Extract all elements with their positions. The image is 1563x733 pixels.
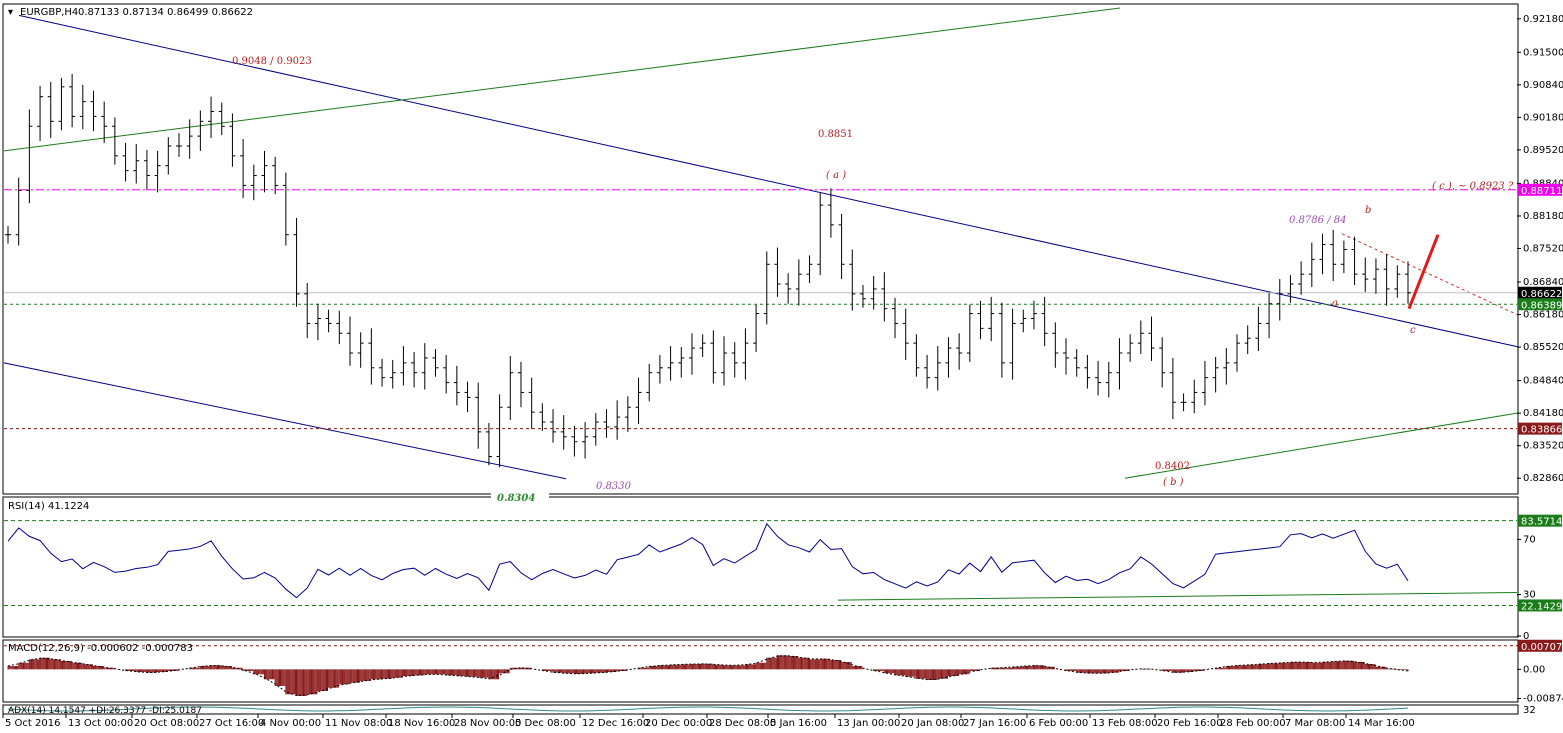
price-tick-label: 0.83520	[1523, 441, 1563, 452]
price-tick-label: 0.88180	[1523, 211, 1563, 222]
macd-tick-label: -0.008744	[1523, 693, 1563, 704]
time-tick-label: 28 Dec 08:00	[709, 718, 776, 729]
annotation-08304-bg	[491, 489, 549, 505]
rsi-trendline	[837, 592, 1518, 601]
projection-arrow	[1407, 234, 1440, 310]
annotation-wave-a: ( a )	[826, 170, 846, 181]
rsi-pane	[2, 496, 1519, 638]
adx-title: ADX(14) 14.1547 +DI:26.3377 -DI:25.0187	[8, 706, 202, 716]
macd-level-badge	[1518, 639, 1562, 652]
annotation-08304: 0.8304	[497, 493, 535, 504]
annotation-08330: 0.8330	[596, 481, 632, 492]
annotation-08402: 0.8402	[1155, 461, 1190, 472]
time-tick-label: 27 Jan 16:00	[963, 718, 1026, 729]
annotation-08851: 0.8851	[818, 129, 853, 140]
adx-tick-label: 32	[1523, 705, 1536, 716]
dropdown-arrow-icon[interactable]: ▾	[8, 7, 13, 18]
macd-plot	[4, 645, 1517, 697]
price-tick-label: 0.91500	[1523, 47, 1563, 58]
time-tick-label: 13 Jan 00:00	[837, 718, 900, 729]
annotation-b: b	[1365, 205, 1371, 216]
price-tick-label: 0.86180	[1523, 310, 1563, 321]
time-tick-label: 11 Nov 08:00	[325, 718, 392, 729]
time-tick-label: 27 Oct 16:00	[199, 718, 264, 729]
time-tick-label: 6 Feb 00:00	[1029, 718, 1088, 729]
price-tick-label: 0.82860	[1523, 473, 1563, 484]
level-price-label: 0.83866	[1521, 425, 1562, 436]
annotation-08786: 0.8786 / 84	[1289, 215, 1346, 226]
macd-tick-label: 0.00	[1523, 664, 1545, 675]
time-tick-label: 5 Jan 16:00	[770, 718, 827, 729]
axes: 0.921800.915000.908400.901800.895200.888…	[2, 14, 1563, 729]
price-tick-label: 0.90840	[1523, 80, 1563, 91]
green-channel-lower	[1124, 412, 1518, 479]
rsi-level-badge	[1518, 599, 1562, 612]
annotation-a-small: a	[1332, 298, 1338, 309]
red-dashed-trendline	[1341, 233, 1518, 316]
rsi-level-badge	[1518, 514, 1562, 527]
annotation-wave-b: ( b )	[1163, 477, 1184, 488]
price-plot	[3, 7, 1518, 480]
rsi-tick-label: 30	[1523, 590, 1536, 601]
level-price-label: 0.86622	[1521, 289, 1562, 300]
time-tick-label: 20 Oct 08:00	[134, 718, 199, 729]
macd-signal-line	[7, 655, 1409, 697]
level-price-label: 0.86389	[1521, 300, 1562, 311]
price-tick-label: 0.86840	[1523, 277, 1563, 288]
level-price-badge	[1518, 183, 1562, 196]
time-tick-label: 28 Nov 00:00	[454, 718, 521, 729]
blue-channel-upper	[18, 14, 1518, 348]
blue-channel-lower	[3, 362, 567, 480]
time-tick-label: 5 Oct 2016	[5, 718, 60, 729]
time-tick-label: 13 Feb 08:00	[1092, 718, 1158, 729]
rsi-tick-label: 0	[1523, 631, 1529, 642]
time-tick-label: 20 Feb 16:00	[1157, 718, 1223, 729]
level-price-badge	[1518, 298, 1562, 311]
price-tick-label: 0.84180	[1523, 408, 1563, 419]
price-tick-label: 0.85520	[1523, 342, 1563, 353]
annotation-wave-c-target: ( c ), ~ 0.8923 ?	[1432, 181, 1514, 192]
rsi-tick-label: 70	[1523, 534, 1536, 545]
time-tick-label: 20 Dec 00:00	[645, 718, 712, 729]
ohlc-readout: 0.87133 0.87134 0.86499 0.86622	[78, 7, 253, 18]
price-tick-label: 0.89520	[1523, 145, 1563, 156]
rsi-plot	[4, 520, 1518, 606]
annotation-high: 0.9048 / 0.9023	[232, 56, 312, 67]
time-tick-label: 18 Nov 16:00	[388, 718, 455, 729]
annotation-c-small: c	[1410, 325, 1416, 336]
rsi-level-label: 22.1429	[1521, 601, 1562, 612]
rsi-title: RSI(14) 41.1224	[8, 501, 89, 512]
time-tick-label: 28 Feb 00:00	[1220, 718, 1286, 729]
price-tick-label: 0.90180	[1523, 112, 1563, 123]
rsi-line	[7, 522, 1409, 599]
time-tick-label: 20 Jan 08:00	[901, 718, 964, 729]
rsi-level-label: 83.5714	[1521, 517, 1562, 528]
adx-pane	[2, 704, 1519, 715]
price-tick-label: 0.87520	[1523, 244, 1563, 255]
price-tick-label: 0.84840	[1523, 376, 1563, 387]
price-pane	[2, 3, 1519, 495]
time-tick-label: 7 Mar 08:00	[1285, 718, 1345, 729]
level-price-label: 0.88711	[1521, 186, 1562, 197]
adx-line	[7, 706, 1409, 712]
time-tick-label: 14 Mar 16:00	[1348, 718, 1415, 729]
macd-title: MACD(12,26,9) -0.000602 -0.000783	[8, 643, 193, 654]
time-tick-label: 5 Dec 08:00	[515, 718, 576, 729]
macd-pane	[2, 639, 1519, 703]
level-price-badge	[1518, 422, 1562, 435]
symbol-label: EURGBP,H4	[20, 7, 78, 18]
green-channel-upper	[3, 7, 1121, 152]
time-tick-label: 12 Dec 16:00	[582, 718, 649, 729]
level-price-badge	[1518, 286, 1562, 299]
price-tick-label: 0.92180	[1523, 14, 1563, 25]
time-tick-label: 13 Oct 00:00	[68, 718, 133, 729]
time-tick-label: 4 Nov 00:00	[260, 718, 321, 729]
